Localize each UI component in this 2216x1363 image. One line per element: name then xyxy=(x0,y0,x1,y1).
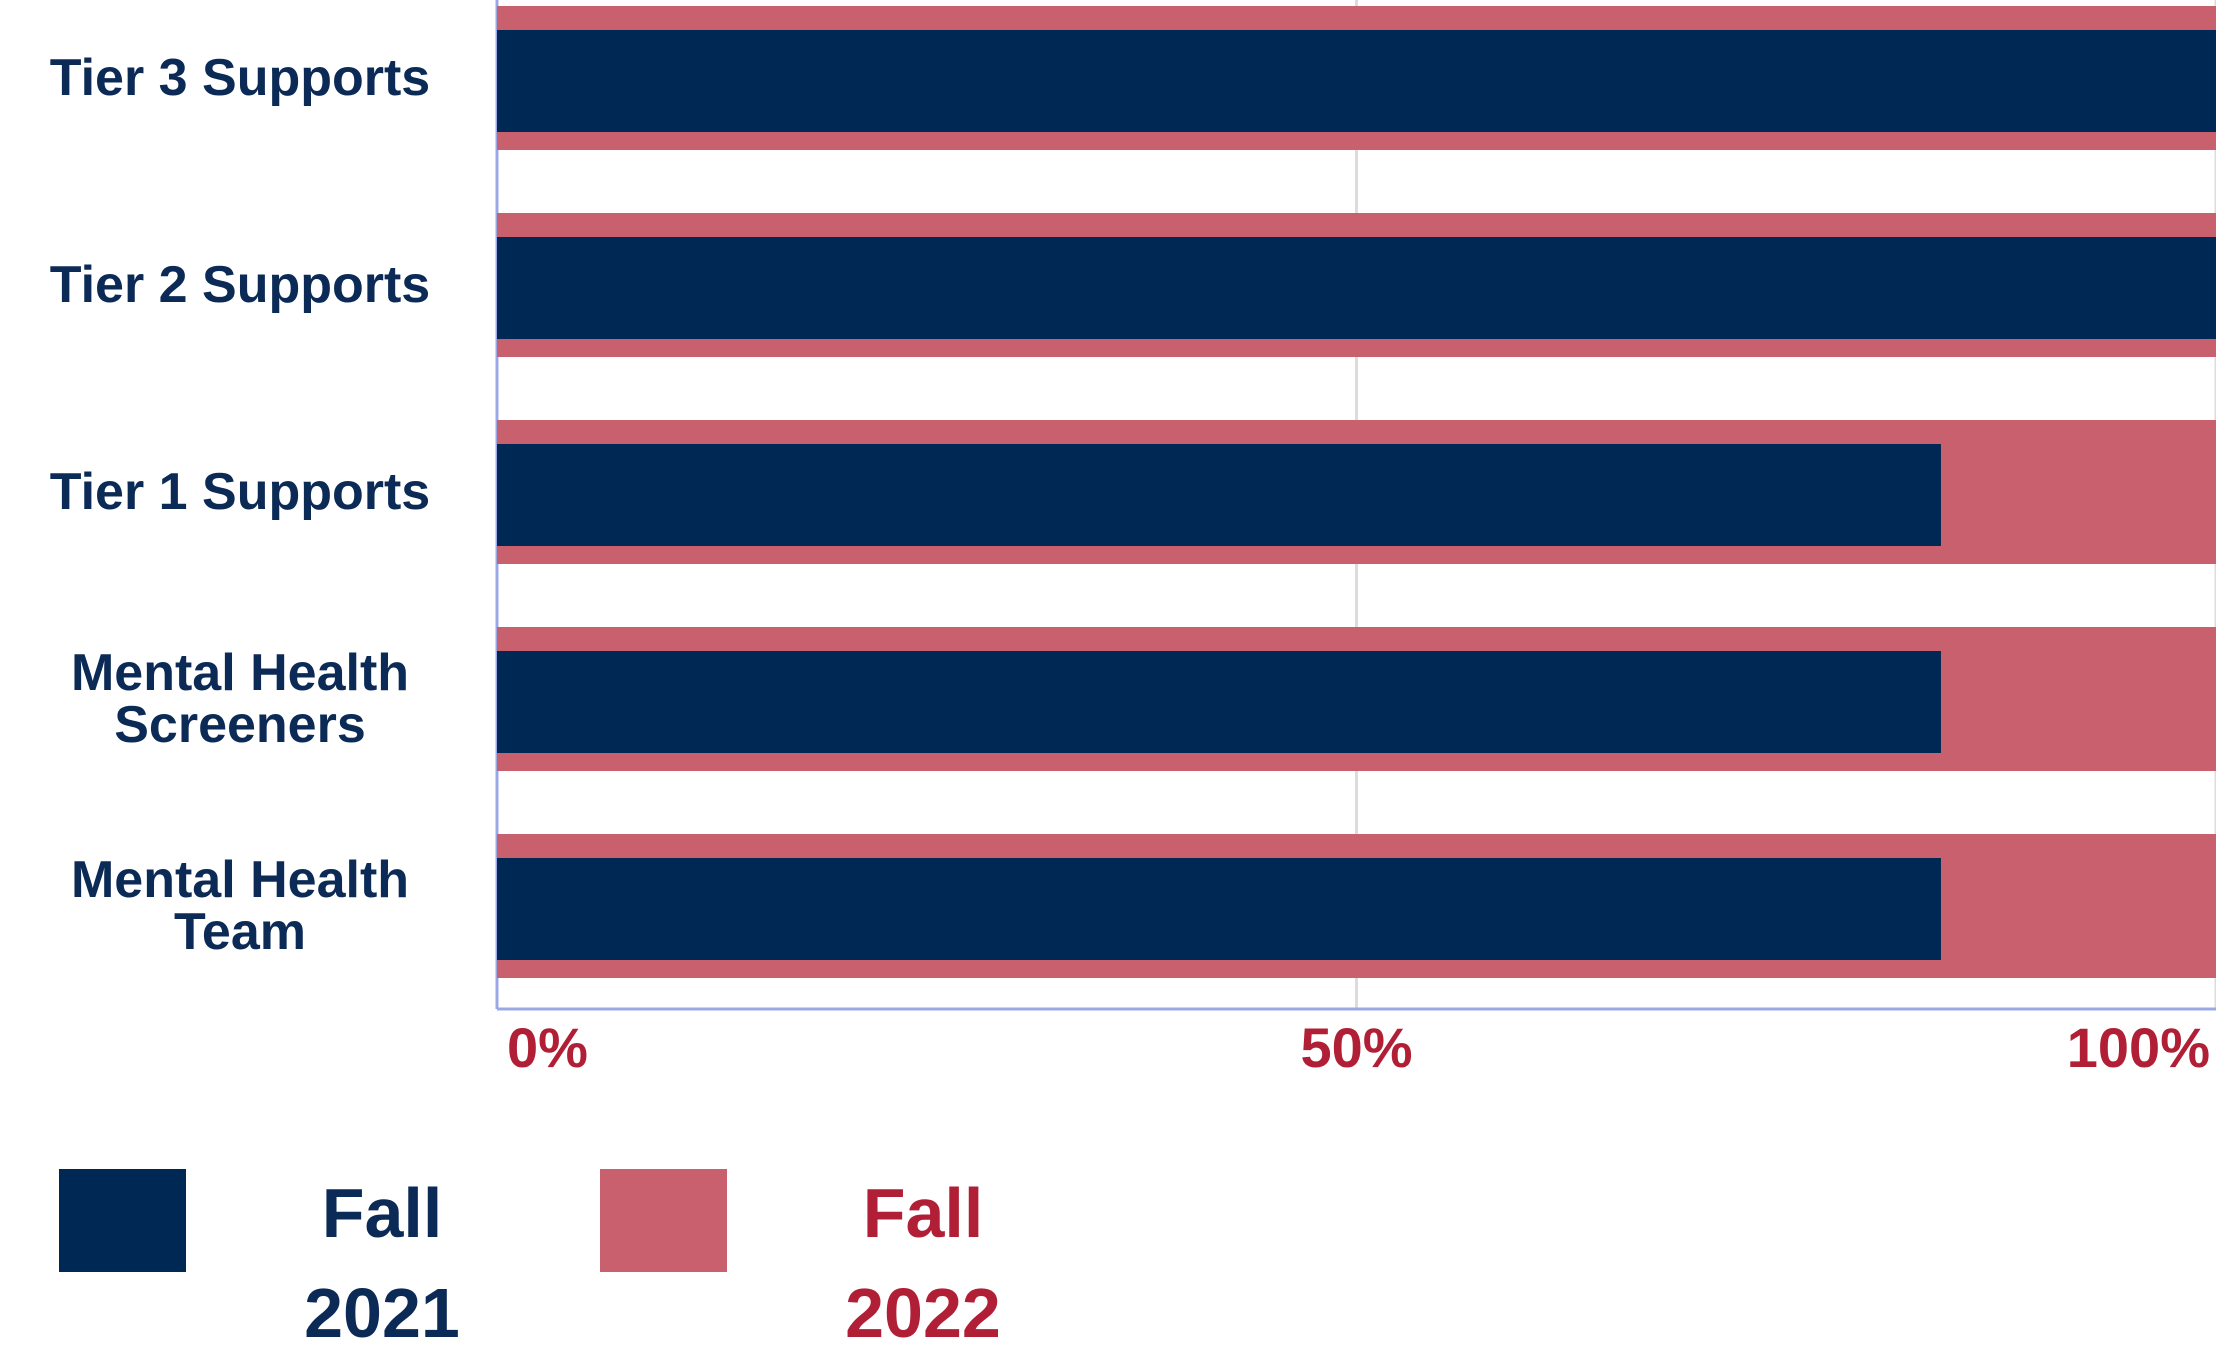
x-tick-label: 0% xyxy=(507,1016,588,1079)
y-tick-label: Tier 1 Supports xyxy=(49,463,431,521)
x-tick-label: 50% xyxy=(1300,1016,1413,1079)
legend-label: Fall 2022 xyxy=(845,1174,1001,1352)
bar xyxy=(497,237,2216,339)
legend-swatch xyxy=(59,1169,186,1272)
bar xyxy=(497,30,2216,132)
bar xyxy=(497,444,1941,546)
y-tick-label: Mental Health Team xyxy=(70,851,410,961)
bar xyxy=(497,858,1941,960)
y-tick-label: Tier 3 Supports xyxy=(49,49,431,107)
x-tick-label: 100% xyxy=(2066,1016,2210,1079)
y-tick-label: Mental Health Screeners xyxy=(70,644,410,754)
legend-label: Fall 2021 xyxy=(304,1174,460,1352)
bar xyxy=(497,651,1941,753)
y-tick-label: Tier 2 Supports xyxy=(49,256,431,314)
legend-swatch xyxy=(600,1169,727,1272)
